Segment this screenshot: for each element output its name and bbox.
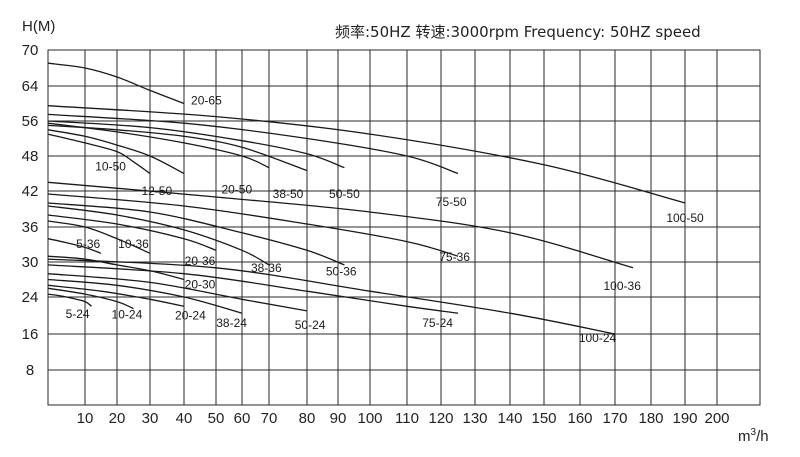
- curve-label-50-36: 50-36: [326, 264, 357, 278]
- y-tick-label: 36: [22, 219, 39, 236]
- performance-curves: [47, 62, 686, 335]
- y-tick-labels: 8 16 24 30 36 42 48 56 64 70: [22, 42, 39, 379]
- curve-label-38-24: 38-24: [216, 316, 247, 330]
- curve-label-5-36: 5-36: [76, 237, 100, 251]
- y-tick-label: 8: [26, 362, 34, 379]
- chart-title: 频率:50HZ 转速:3000rpm Frequency: 50HZ speed: [335, 23, 701, 41]
- x-tick-label: 30: [142, 410, 159, 427]
- x-tick-label: 40: [176, 410, 193, 427]
- curve-label-75-50: 75-50: [436, 195, 467, 209]
- curve-label-100-24: 100-24: [579, 331, 617, 345]
- x-tick-label: 170: [602, 410, 627, 427]
- curve-50-24: [47, 273, 308, 312]
- y-tick-label: 16: [22, 326, 39, 343]
- x-tick-label: 160: [567, 410, 592, 427]
- x-tick-label: 10: [77, 410, 94, 427]
- x-tick-label: 60: [234, 410, 251, 427]
- curve-50-36: [47, 202, 345, 266]
- curve-75-24: [47, 264, 459, 314]
- curve-label-50-50: 50-50: [329, 187, 360, 201]
- curve-10-36: [47, 220, 151, 254]
- y-tick-label: 56: [22, 113, 39, 130]
- curve-100-24: [47, 258, 616, 335]
- curve-label-12-50: 12-50: [141, 184, 172, 198]
- curve-label-10-50: 10-50: [95, 160, 126, 174]
- curve-75-50: [47, 113, 459, 175]
- curve-label-20-36: 20-36: [185, 254, 216, 268]
- x-tick-labels: 10 20 30 40 50 60 70 80 90 100 110 120 130 140 150 160 1…: [77, 410, 730, 427]
- x-tick-label: 150: [531, 410, 556, 427]
- x-axis-label: m3/h: [738, 427, 769, 445]
- curve-label-100-36: 100-36: [604, 279, 642, 293]
- curve-50-50: [47, 120, 345, 169]
- x-tick-label: 50: [208, 410, 225, 427]
- x-tick-label: 90: [330, 410, 347, 427]
- x-tick-label: 130: [462, 410, 487, 427]
- x-tick-label: 190: [672, 410, 697, 427]
- curve-100-36: [47, 181, 634, 269]
- curve-label-20-24: 20-24: [175, 309, 206, 323]
- x-tick-label: 120: [428, 410, 453, 427]
- x-tick-label: 180: [638, 410, 663, 427]
- x-tick-label: 140: [497, 410, 522, 427]
- curve-10-50: [47, 133, 151, 175]
- grid: [47, 49, 761, 406]
- y-tick-label: 64: [22, 78, 39, 95]
- curve-75-36: [47, 193, 459, 257]
- curve-38-24: [47, 278, 243, 314]
- curve-10-24: [47, 287, 134, 310]
- curve-5-36: [47, 238, 102, 254]
- curve-label-100-50: 100-50: [666, 211, 704, 225]
- y-tick-label: 70: [22, 42, 39, 59]
- curve-label-20-65: 20-65: [191, 93, 222, 107]
- curve-20-36: [47, 214, 217, 251]
- y-tick-label: 30: [22, 254, 39, 271]
- curve-38-50: [47, 124, 308, 172]
- y-tick-label: 24: [22, 289, 39, 306]
- curve-label-50-24: 50-24: [295, 318, 326, 332]
- x-tick-label: 70: [261, 410, 278, 427]
- curve-5-24: [47, 293, 92, 307]
- curve-20-24: [47, 284, 185, 307]
- y-tick-label: 48: [22, 148, 39, 165]
- curve-label-75-36: 75-36: [439, 250, 470, 264]
- curve-label-5-24: 5-24: [66, 307, 90, 321]
- x-tick-label: 100: [357, 410, 382, 427]
- curve-label-10-24: 10-24: [112, 308, 143, 322]
- curve-label-20-30: 20-30: [185, 277, 216, 291]
- curve-label-20-50: 20-50: [221, 182, 252, 196]
- curve-label-10-36: 10-36: [118, 237, 149, 251]
- x-tick-label: 80: [299, 410, 316, 427]
- curve-labels: 20-65 10-50 12-50 20-50 38-50 50-50 75-50 100-5…: [66, 93, 704, 345]
- curve-100-50: [47, 105, 686, 204]
- curve-12-50: [47, 129, 185, 175]
- curve-label-38-36: 38-36: [251, 261, 282, 275]
- x-tick-label: 200: [704, 410, 729, 427]
- x-tick-label: 20: [109, 410, 126, 427]
- x-tick-label: 110: [395, 410, 419, 427]
- y-axis-label: H(M): [22, 18, 55, 35]
- curve-20-30: [47, 255, 185, 281]
- curve-38-36: [47, 205, 270, 266]
- curve-20-65: [47, 62, 185, 105]
- y-tick-label: 42: [22, 183, 39, 200]
- curve-label-38-50: 38-50: [273, 187, 304, 201]
- curve-label-75-24: 75-24: [422, 316, 453, 330]
